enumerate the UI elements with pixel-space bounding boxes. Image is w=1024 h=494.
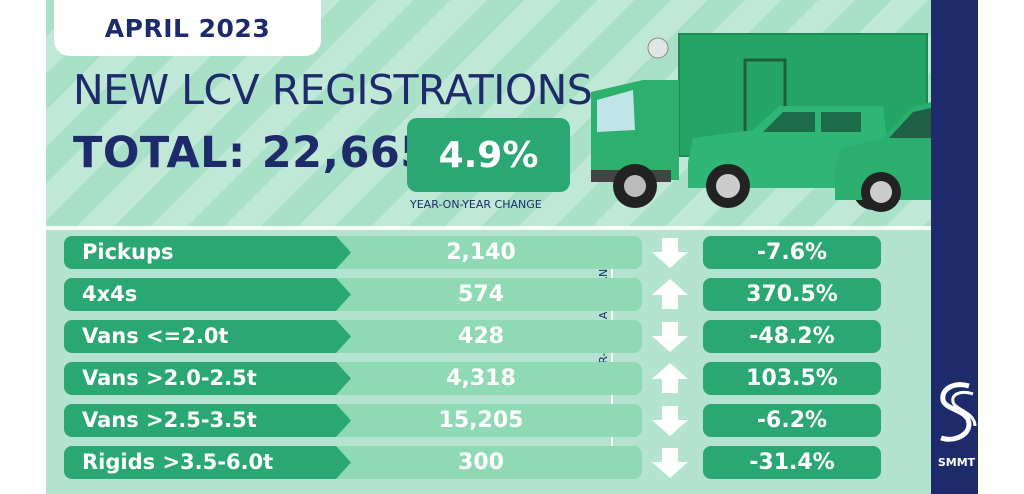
yoy-change-badge: 370.5% [703, 278, 881, 311]
yoy-change-caption: YEAR-ON-YEAR CHANGE [410, 198, 542, 211]
yoy-change-badge: 103.5% [703, 362, 881, 395]
truck-fan-icon [647, 37, 669, 59]
date-label: APRIL 2023 [104, 13, 271, 43]
total-registrations: TOTAL: 22,665 [73, 128, 431, 178]
vehicles-illustration [591, 33, 931, 212]
row-label: Vans >2.5-3.5t [82, 408, 257, 432]
row-value: 15,205 [438, 408, 524, 433]
yoy-change-badge: 4.9% [407, 118, 570, 192]
page-title: NEW LCV REGISTRATIONS [73, 66, 593, 114]
truck-window [597, 90, 635, 132]
yoy-change-badge: -31.4% [703, 446, 881, 479]
row-label: Vans <=2.0t [82, 324, 229, 348]
up-arrow-icon [652, 279, 688, 309]
total-label: TOTAL: [73, 128, 246, 178]
smmt-logo-icon [940, 382, 977, 442]
total-value: 22,665 [261, 128, 431, 178]
yoy-change-value: 4.9% [438, 134, 539, 176]
yoy-change-badge: -6.2% [703, 404, 881, 437]
row-value: 574 [458, 282, 504, 307]
van-window [889, 108, 931, 138]
row-label: 4x4s [82, 282, 138, 306]
down-arrow-icon [652, 406, 688, 436]
row-value: 2,140 [446, 240, 516, 265]
up-arrow-icon [652, 363, 688, 393]
yoy-bracket [611, 237, 635, 473]
yoy-change-badge: -7.6% [703, 236, 881, 269]
brand-name: SMMT [937, 456, 976, 469]
down-arrow-icon [652, 238, 688, 268]
row-label: Pickups [82, 240, 174, 264]
row-label: Rigids >3.5-6.0t [82, 450, 274, 474]
pickup-window [763, 112, 815, 132]
row-label: Vans >2.0-2.5t [82, 366, 257, 390]
row-value: 300 [458, 450, 504, 475]
yoy-change-badge: -48.2% [703, 320, 881, 353]
down-arrow-icon [652, 322, 688, 352]
row-value: 4,318 [446, 366, 516, 391]
row-value: 428 [458, 324, 504, 349]
section-divider [46, 226, 931, 230]
down-arrow-icon [652, 448, 688, 478]
date-tab: APRIL 2023 [54, 0, 321, 56]
